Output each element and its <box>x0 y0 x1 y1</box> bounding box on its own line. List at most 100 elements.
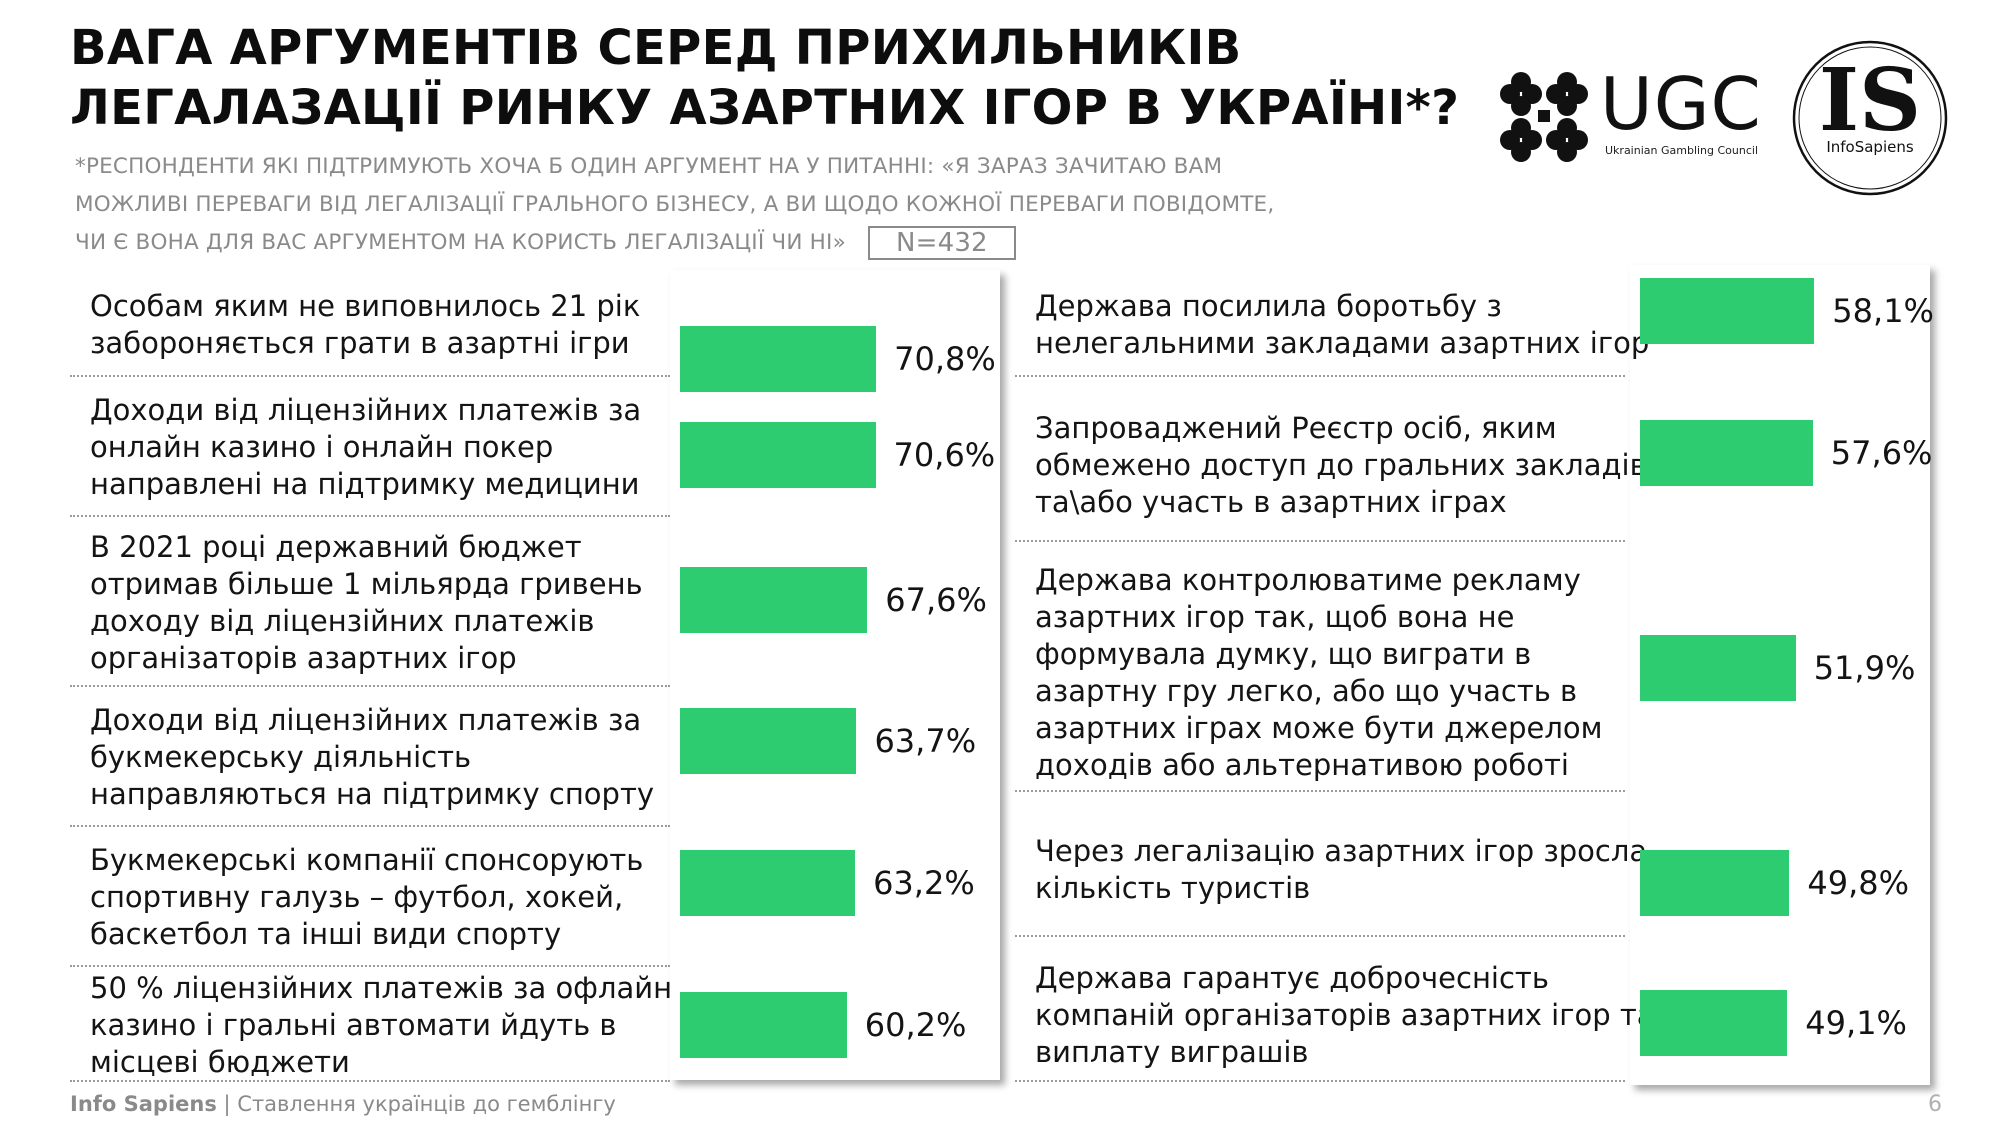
chart-panel-left: Особам яким не виповнилось 21 рік заборон… <box>60 270 1000 1085</box>
logo-ring-icon <box>1792 40 1948 196</box>
category-label-line: отримав більше 1 мільярда гривень <box>90 566 643 601</box>
category-label: Доходи від ліцензійних платежів за букмек… <box>90 702 654 813</box>
category-label-line: доходу від ліцензійних платежів <box>90 603 595 638</box>
category-label-line: забороняється грати в азартні ігри <box>90 326 630 360</box>
row-separator <box>1015 540 1625 542</box>
footer-brand: Info Sapiens <box>70 1092 217 1116</box>
category-label-line: Запроваджений Реєстр осіб, яким <box>1035 410 1557 445</box>
page-number: 6 <box>1928 1092 1942 1117</box>
category-label-line: Букмекерські компанії спонсорують <box>90 843 644 877</box>
category-label-line: Держава контролюватиме рекламу <box>1035 562 1581 597</box>
category-label-line: доходів або альтернативою роботі <box>1035 747 1569 782</box>
ugc-wordmark: UGC <box>1600 62 1762 146</box>
category-label-line: В 2021 році державний бюджет <box>90 529 582 564</box>
row-separator <box>70 965 670 967</box>
sample-size-badge: N=432 <box>867 226 1016 260</box>
category-label-line: казино і гральні автомати йдуть в <box>90 1007 617 1042</box>
category-label-line: азартних іграх може бути джерелом <box>1035 710 1603 745</box>
category-label-line: кількість туристів <box>1035 871 1311 905</box>
subtitle-line-3: ЧИ Є ВОНА ДЛЯ ВАС АРГУМЕНТОМ НА КОРИСТЬ … <box>75 230 846 255</box>
subtitle-line-2: МОЖЛИВІ ПЕРЕВАГИ ВІД ЛЕГАЛІЗАЦІЇ ГРАЛЬНО… <box>75 192 1275 217</box>
bars-card <box>670 270 1000 1080</box>
category-label-line: організаторів азартних ігор <box>90 640 517 675</box>
subtitle-line-3-wrap: ЧИ Є ВОНА ДЛЯ ВАС АРГУМЕНТОМ НА КОРИСТЬ … <box>75 224 1475 262</box>
ugc-subtitle: Ukrainian Gambling Council <box>1605 144 1759 157</box>
bar <box>680 850 856 916</box>
category-label-line: Доходи від ліцензійних платежів за <box>90 703 642 737</box>
title-line-1: ВАГА АРГУМЕНТІВ СЕРЕД ПРИХИЛЬНИКІВ <box>70 20 1242 76</box>
subtitle-line-1: *РЕСПОНДЕНТИ ЯКІ ПІДТРИМУЮТЬ ХОЧА Б ОДИН… <box>75 154 1223 179</box>
data-label: 67,6% <box>885 581 987 619</box>
subtitle: *РЕСПОНДЕНТИ ЯКІ ПІДТРИМУЮТЬ ХОЧА Б ОДИН… <box>75 148 1475 262</box>
infosapiens-logo: IS InfoSapiens <box>1790 38 1950 198</box>
data-label: 70,6% <box>893 436 996 474</box>
category-label: Держава гарантує доброчесність компаній о… <box>1035 960 1655 1071</box>
data-label: 60,2% <box>864 1006 967 1044</box>
data-label: 70,8% <box>894 340 996 378</box>
data-label: 49,8% <box>1807 864 1910 902</box>
category-label-line: формувала думку, що виграти в <box>1035 636 1532 671</box>
row-separator <box>1015 1080 1625 1082</box>
bar <box>1640 990 1788 1056</box>
data-label: 57,6% <box>1830 434 1933 472</box>
category-label-line: Через легалізацію азартних ігор зросла <box>1035 834 1648 868</box>
category-label: Запроваджений Реєстр осіб, яким обмежено … <box>1035 410 1647 521</box>
bar <box>1640 420 1813 486</box>
footer-text: | Ставлення українців до гемблінгу <box>216 1092 616 1116</box>
bar <box>1640 850 1790 916</box>
is-wordmark: InfoSapiens <box>1826 138 1914 156</box>
row-separator <box>70 825 670 827</box>
category-label-line: спортивну галузь – футбол, хокей, <box>90 880 624 914</box>
category-label-line: Держава посилила боротьбу з <box>1035 289 1502 323</box>
category-label: 50 % ліцензійних платежів за офлайн казин… <box>90 970 672 1081</box>
category-label: Доходи від ліцензійних платежів за онлайн… <box>90 392 641 503</box>
row-separator <box>1015 790 1625 792</box>
data-label: 49,1% <box>1805 1004 1907 1042</box>
category-label: Особам яким не виповнилось 21 рік заборон… <box>90 288 640 362</box>
category-label-line: 50 % ліцензійних платежів за офлайн <box>90 970 673 1005</box>
is-monogram: IS <box>1818 50 1922 151</box>
row-separator <box>1015 935 1625 937</box>
row-separator <box>70 375 670 377</box>
clover-icon <box>1500 72 1588 162</box>
category-label-line: виплату виграшів <box>1035 1034 1309 1069</box>
category-label-line: азартних ігор так, щоб вона не <box>1035 599 1515 634</box>
category-label: Через легалізацію азартних ігор зросла кі… <box>1035 833 1647 907</box>
category-label-line: Особам яким не виповнилось 21 рік <box>90 289 641 323</box>
row-separator <box>70 515 670 517</box>
category-label-line: направляються на підтримку спорту <box>90 777 654 811</box>
row-separator <box>70 1080 670 1082</box>
category-label-line: обмежено доступ до гральних закладів <box>1035 447 1647 482</box>
bar <box>1640 278 1815 344</box>
data-label: 51,9% <box>1813 649 1916 687</box>
category-label: Держава посилила боротьбу з нелегальними … <box>1035 288 1649 362</box>
bar <box>680 567 868 633</box>
bar <box>680 708 857 774</box>
data-label: 63,7% <box>874 722 977 760</box>
row-separator <box>1015 375 1625 377</box>
bar <box>1640 635 1796 701</box>
title-line-2: ЛЕГАЛАЗАЦІЇ РИНКУ АЗАРТНИХ ІГОР В УКРАЇН… <box>70 80 1460 136</box>
category-label-line: азартну гру легко, або що участь в <box>1035 673 1578 708</box>
category-label-line: компаній організаторів азартних ігор та <box>1035 997 1655 1032</box>
data-label: 63,2% <box>873 864 975 902</box>
page-title: ВАГА АРГУМЕНТІВ СЕРЕД ПРИХИЛЬНИКІВ ЛЕГАЛ… <box>70 18 1490 138</box>
category-label-line: онлайн казино і онлайн покер <box>90 430 554 464</box>
category-label-line: нелегальними закладами азартних ігор <box>1035 326 1650 360</box>
category-label-line: букмекерську діяльність <box>90 740 472 774</box>
footer: Info Sapiens | Ставлення українців до ге… <box>70 1092 616 1116</box>
bar <box>680 992 847 1058</box>
data-label: 58,1% <box>1832 292 1934 330</box>
chart-panel-right: Держава посилила боротьбу з нелегальними … <box>1015 260 1940 1085</box>
category-label: Держава контролюватиме рекламу азартних і… <box>1035 562 1603 784</box>
category-label: Букмекерські компанії спонсорують спортив… <box>90 842 643 953</box>
category-label-line: та\або участь в азартних іграх <box>1035 484 1507 519</box>
category-label: В 2021 році державний бюджет отримав біль… <box>90 529 643 677</box>
category-label-line: місцеві бюджети <box>90 1044 350 1079</box>
ugc-logo: UGC Ukrainian Gambling Council <box>1498 62 1778 162</box>
category-label-line: Доходи від ліцензійних платежів за <box>90 393 642 427</box>
row-separator <box>70 685 670 687</box>
bar <box>680 422 876 488</box>
category-label-line: Держава гарантує доброчесність <box>1035 960 1549 995</box>
bar <box>680 326 877 392</box>
